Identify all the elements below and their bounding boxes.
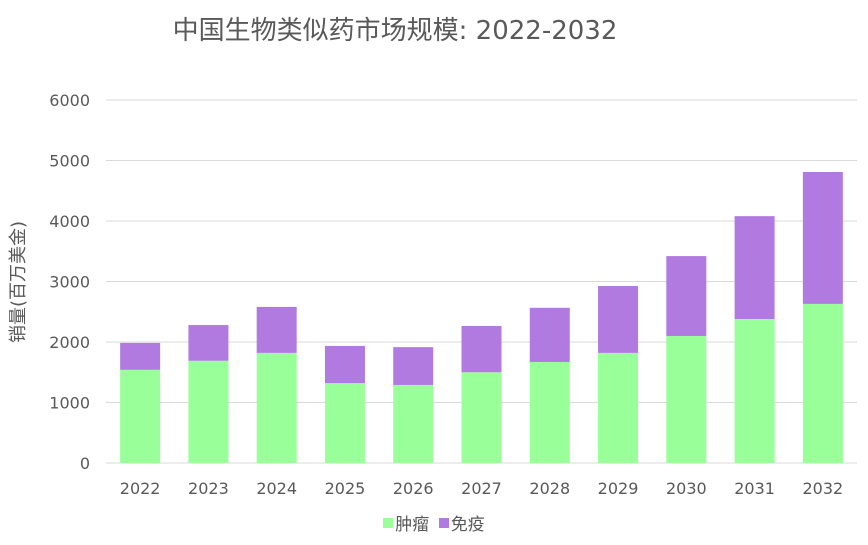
bar-segment-tumor	[256, 352, 297, 463]
bar-segment-tumor	[461, 372, 502, 463]
legend-label-tumor: 肿瘤	[395, 515, 430, 535]
y-tick-label: 3000	[49, 273, 90, 292]
bar-segment-immune	[529, 307, 570, 362]
y-tick-label: 0	[80, 454, 90, 473]
x-tick-label: 2027	[461, 479, 502, 498]
bar-segment-tumor	[188, 360, 229, 463]
x-tick-label: 2025	[325, 479, 366, 498]
x-tick-label: 2031	[734, 479, 775, 498]
x-tick-label: 2032	[803, 479, 844, 498]
legend-swatch-tumor	[383, 517, 394, 528]
x-tick-label: 2024	[256, 479, 297, 498]
x-tick-label: 2023	[188, 479, 229, 498]
bar-segment-tumor	[393, 384, 434, 463]
x-tick-label: 2029	[598, 479, 639, 498]
legend-label-immune: 免疫	[450, 515, 485, 535]
legend: 肿瘤 免疫	[0, 510, 868, 535]
y-tick-label: 4000	[49, 212, 90, 231]
legend-item-immune: 免疫	[438, 510, 485, 535]
x-tick-label: 2028	[529, 479, 570, 498]
bar-segment-tumor	[529, 361, 570, 463]
bar-segment-tumor	[802, 303, 843, 463]
bar-segment-immune	[461, 325, 502, 373]
bar-segment-immune	[324, 345, 365, 384]
legend-item-tumor: 肿瘤	[383, 510, 429, 535]
bar-segment-tumor	[120, 369, 161, 463]
bar-segment-immune	[734, 216, 775, 320]
bar-segment-immune	[598, 286, 639, 353]
y-tick-label: 5000	[49, 152, 90, 171]
chart-title: 中国生物类似药市场规模: 2022-2032	[172, 16, 618, 46]
bar-segment-immune	[188, 325, 229, 361]
bar-segment-immune	[393, 347, 434, 385]
bar-segment-tumor	[598, 352, 639, 463]
bar-segment-tumor	[324, 383, 365, 463]
bar-segment-tumor	[734, 319, 775, 463]
legend-swatch-immune	[438, 517, 449, 528]
bar-segment-immune	[666, 256, 707, 336]
x-tick-label: 2022	[120, 479, 161, 498]
y-tick-label: 6000	[49, 91, 90, 110]
bar-segment-immune	[802, 171, 843, 304]
y-tick-label: 2000	[49, 333, 90, 352]
y-tick-label: 1000	[49, 394, 90, 413]
x-tick-label: 2026	[393, 479, 434, 498]
bar-segment-immune	[256, 306, 297, 353]
bar-segment-immune	[120, 342, 161, 370]
x-tick-label: 2030	[666, 479, 707, 498]
bar-segment-tumor	[666, 335, 707, 463]
